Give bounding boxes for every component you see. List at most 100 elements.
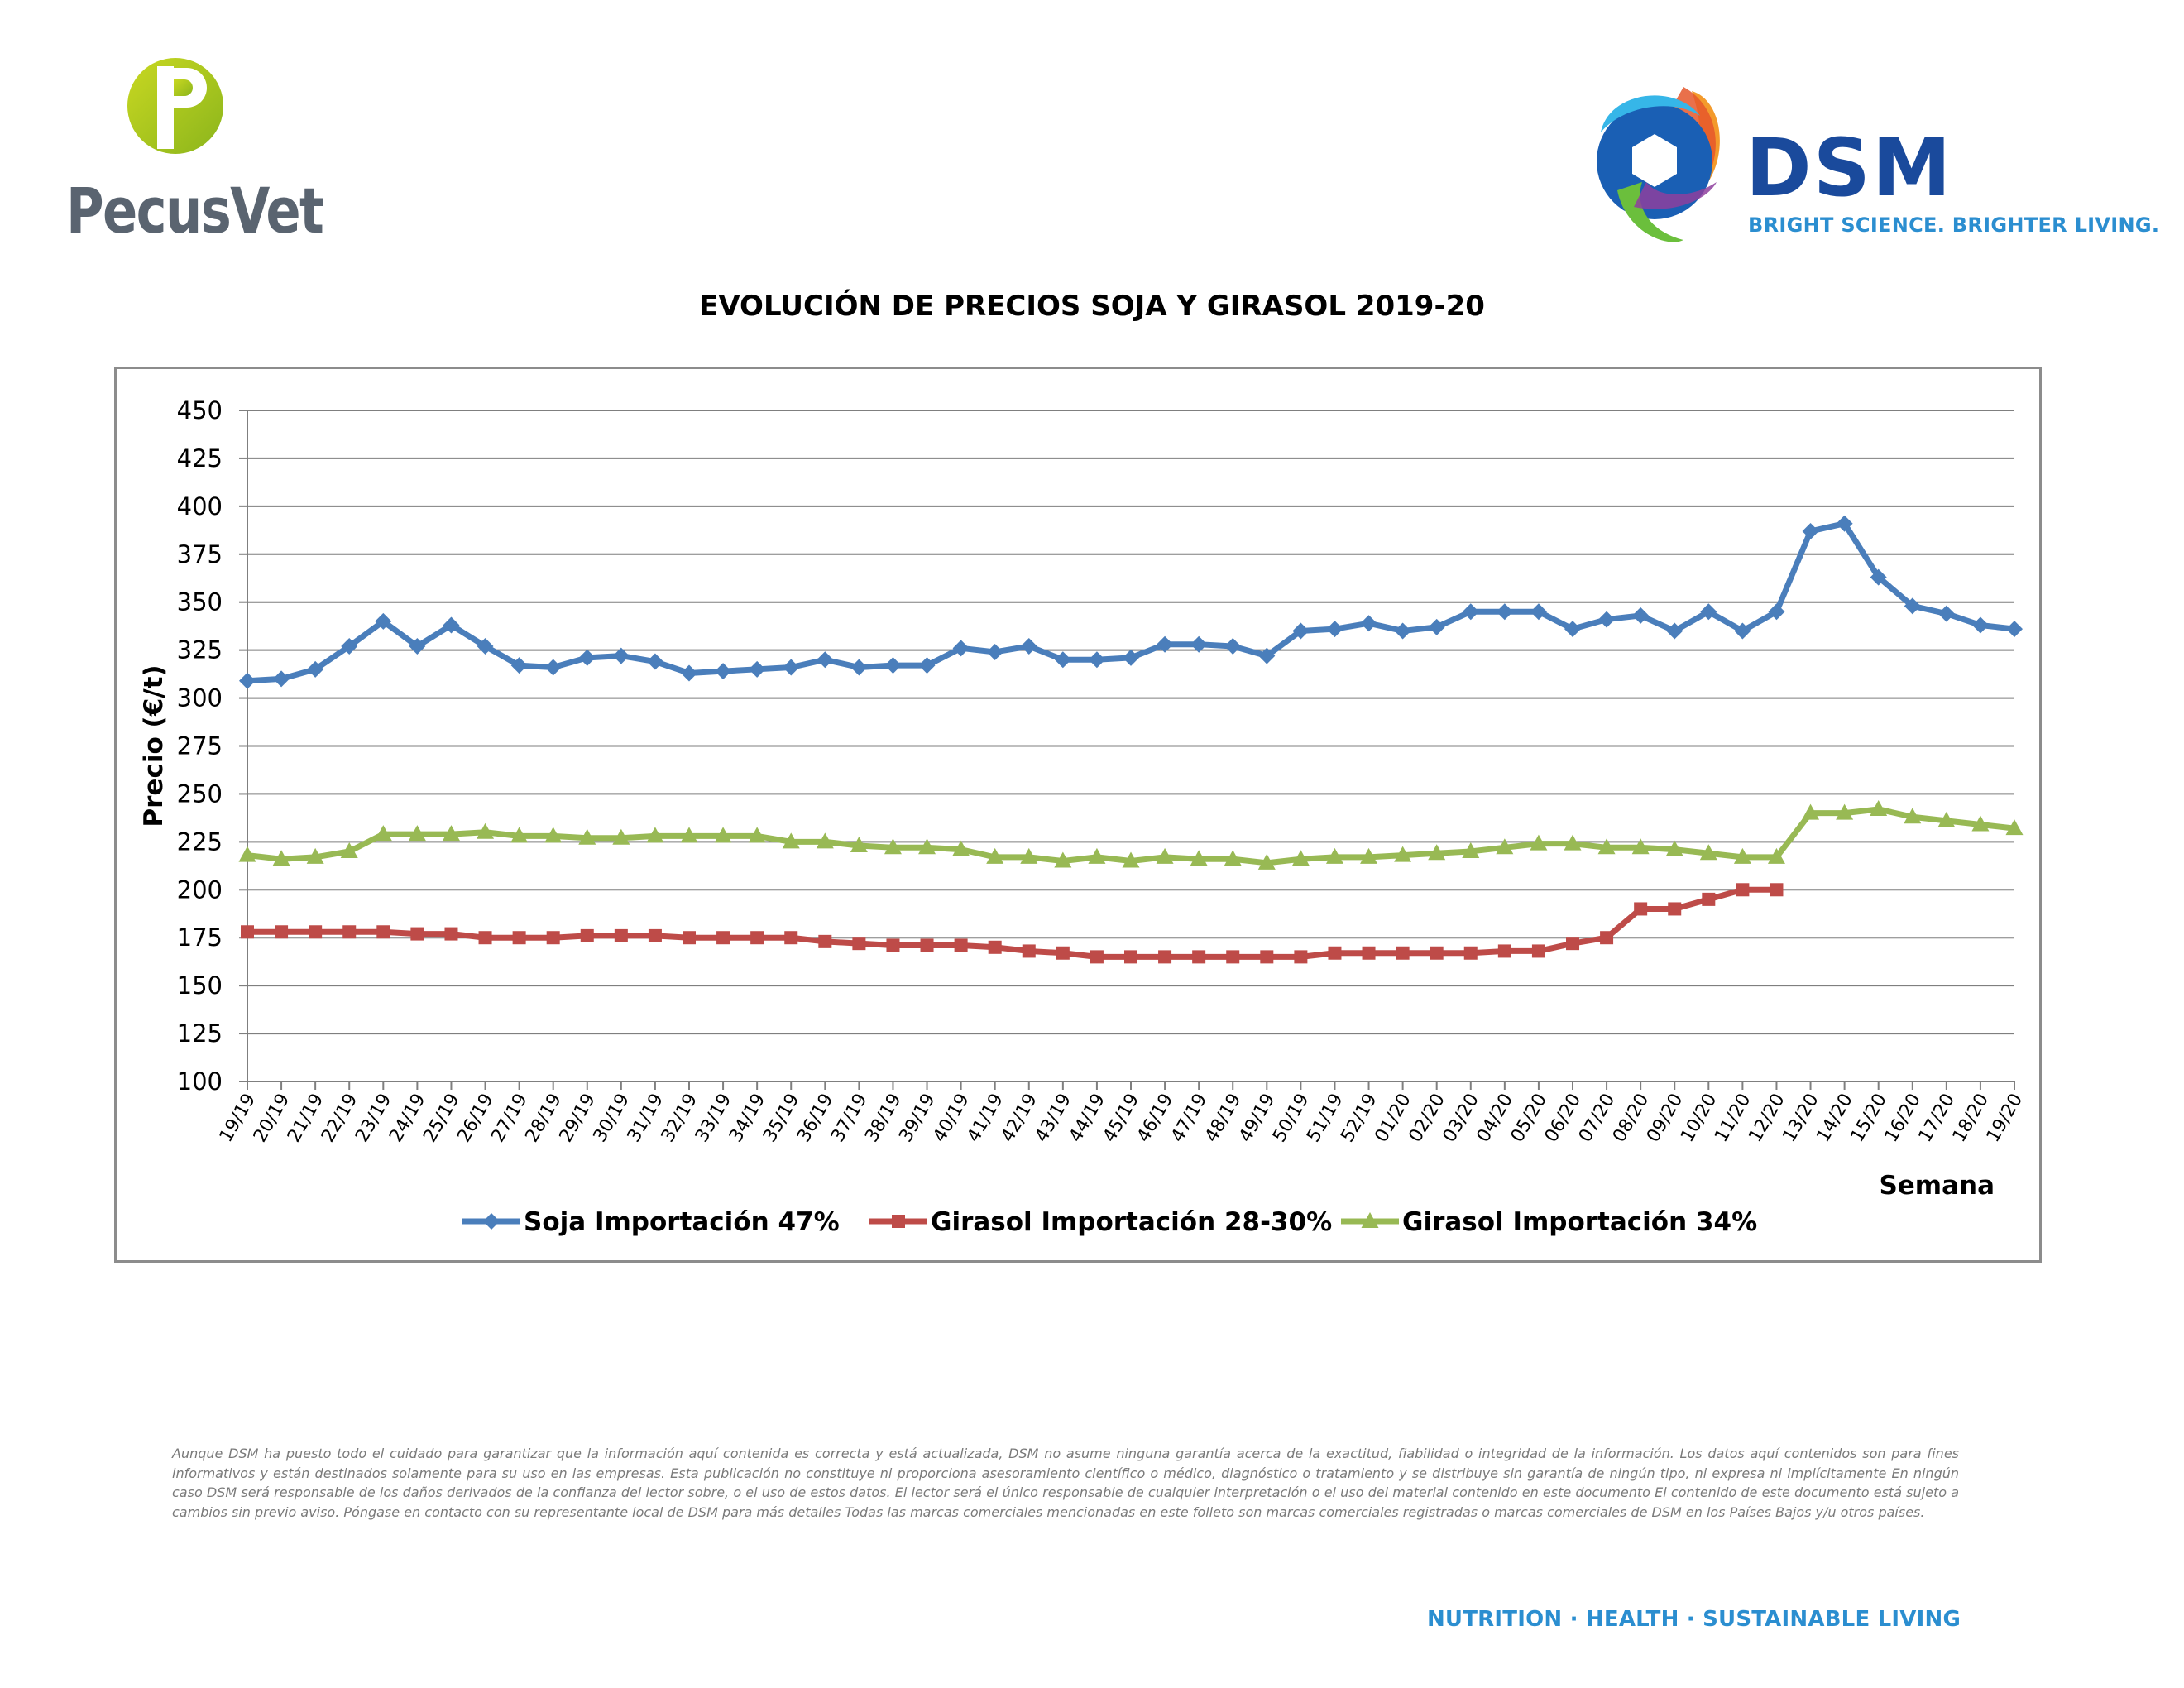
legend-label: Girasol Importación 34% <box>1402 1207 1757 1237</box>
chart-title: EVOLUCIÓN DE PRECIOS SOJA Y GIRASOL 2019… <box>699 290 1485 323</box>
data-point <box>954 938 968 952</box>
data-point <box>238 846 256 862</box>
data-point <box>241 925 254 939</box>
data-point <box>1260 950 1274 964</box>
data-point <box>2006 621 2023 638</box>
data-point <box>1496 603 1513 621</box>
data-point <box>1226 950 1240 964</box>
data-point <box>988 940 1002 954</box>
data-point <box>1257 853 1276 870</box>
data-point <box>1192 950 1206 964</box>
dsm-wordmark: DSM <box>1746 122 1953 214</box>
data-point <box>1056 946 1070 960</box>
data-point <box>1394 622 1411 640</box>
data-point <box>1020 847 1038 864</box>
data-point <box>1462 842 1480 858</box>
data-point <box>306 847 324 864</box>
data-point <box>483 1213 500 1230</box>
data-point <box>648 928 662 942</box>
data-point <box>1802 803 1820 820</box>
y-tick-label: 400 <box>177 492 223 520</box>
data-point <box>1564 834 1582 851</box>
data-point <box>1088 847 1106 864</box>
data-point <box>1666 622 1684 640</box>
data-point <box>1734 622 1751 640</box>
data-point <box>1158 950 1172 964</box>
data-point <box>784 931 798 945</box>
data-point <box>783 659 800 676</box>
data-point <box>1124 950 1138 964</box>
data-point <box>1090 950 1104 964</box>
data-point <box>1022 944 1036 958</box>
data-point <box>748 827 766 843</box>
data-point <box>444 927 458 941</box>
data-point <box>374 825 392 842</box>
data-point <box>1396 946 1410 960</box>
y-tick-label: 225 <box>177 827 223 856</box>
data-point <box>1157 635 1174 653</box>
data-point <box>1530 834 1548 851</box>
y-tick-label: 200 <box>177 875 223 904</box>
data-point <box>1123 649 1139 666</box>
chart-frame: 100 125 150 175 200 225 250 275 300 325 350 375 400 4… <box>114 367 2042 1263</box>
data-point <box>408 825 426 842</box>
data-point <box>1156 847 1174 864</box>
data-point <box>1088 651 1105 669</box>
data-point <box>2005 819 2024 836</box>
data-point <box>1767 847 1785 864</box>
data-point <box>1870 568 1887 586</box>
data-point <box>1361 1212 1379 1228</box>
data-point <box>1362 946 1376 960</box>
y-tick-label: 275 <box>177 732 223 760</box>
data-point <box>682 931 696 945</box>
data-point <box>817 651 834 669</box>
data-point <box>1394 846 1412 862</box>
y-tick-label: 100 <box>177 1067 223 1096</box>
data-point <box>1020 638 1037 655</box>
data-point <box>1634 902 1648 916</box>
legend-label: Girasol Importación 28-30% <box>931 1207 1332 1237</box>
data-point <box>340 842 358 858</box>
data-point <box>342 925 357 939</box>
data-point <box>1598 611 1616 628</box>
data-point <box>272 850 290 866</box>
data-point <box>1802 522 1819 539</box>
y-tick-label: 150 <box>177 971 223 1000</box>
x-axis-title: Semana <box>1879 1171 1995 1201</box>
y-axis-title: Precio (€/t) <box>139 664 169 827</box>
data-point <box>309 925 323 939</box>
pecusvet-wordmark: PecusVet <box>66 174 324 247</box>
data-point <box>1668 902 1682 916</box>
data-point <box>341 638 358 655</box>
data-point <box>510 827 529 843</box>
data-point <box>1291 850 1310 866</box>
data-point <box>1224 638 1242 655</box>
dsm-tagline: BRIGHT SCIENCE. BRIGHTER LIVING. <box>1748 213 2160 237</box>
data-point <box>852 937 866 951</box>
y-tick-label: 350 <box>177 588 223 616</box>
data-point <box>892 1215 905 1228</box>
data-point <box>1702 892 1716 906</box>
data-point <box>1836 803 1854 820</box>
data-point <box>1328 946 1342 960</box>
data-point <box>1733 847 1751 864</box>
data-point <box>1224 850 1242 866</box>
data-point <box>409 638 426 655</box>
data-point <box>1462 603 1479 621</box>
data-point <box>1665 840 1684 856</box>
legend-entry: Soja Importación 47% <box>462 1207 840 1237</box>
data-point <box>510 657 528 674</box>
data-point <box>986 643 1003 660</box>
data-point <box>952 840 970 856</box>
data-point <box>1497 944 1511 958</box>
y-tick-label: 325 <box>177 636 223 664</box>
data-point <box>1699 844 1717 861</box>
data-point <box>275 925 289 939</box>
data-point <box>1360 847 1378 864</box>
data-point <box>580 928 594 942</box>
data-point <box>1566 937 1579 951</box>
data-point <box>1258 647 1276 664</box>
data-point <box>918 657 936 674</box>
y-tick-label: 175 <box>177 923 223 952</box>
data-point <box>884 657 902 674</box>
